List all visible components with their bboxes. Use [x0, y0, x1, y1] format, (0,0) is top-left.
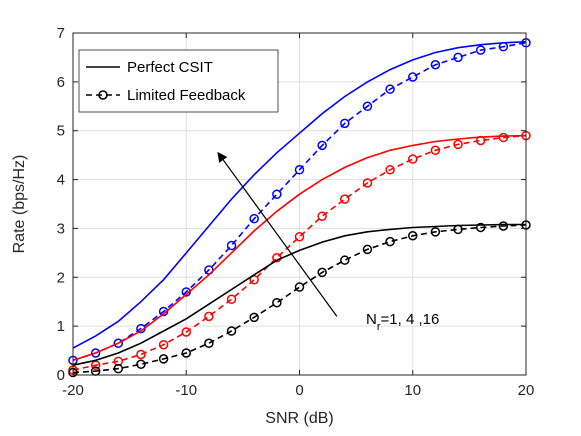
series-3-point [204, 311, 214, 322]
y-tick-label: 3 [57, 220, 65, 237]
series-3-point [475, 135, 486, 146]
series-1-point [249, 213, 259, 224]
series-5-point [340, 255, 350, 265]
series-5-point [226, 326, 237, 336]
series-3-point [90, 360, 101, 370]
series-5-point [249, 312, 259, 323]
legend-limited-feedback-marker [98, 90, 108, 100]
series-3-point [136, 349, 146, 360]
series-3-point [181, 327, 191, 337]
series-line-1 [72, 42, 527, 362]
series-3-point [158, 339, 169, 350]
series-5-point [385, 236, 395, 247]
series-5-point [408, 231, 418, 241]
series-5-point [294, 282, 305, 292]
annotation-arrow [217, 151, 338, 317]
series-1-point [113, 338, 124, 348]
series-line-0 [72, 41, 527, 349]
series-3-point [408, 154, 418, 164]
series-1-point [362, 101, 373, 112]
series-5-point [317, 267, 327, 278]
series-1-point [226, 240, 237, 251]
series-1-point [90, 348, 101, 358]
series-5-point [430, 227, 441, 237]
series-1-point [475, 45, 486, 55]
series-1-point [272, 189, 282, 199]
series-5-point [181, 348, 191, 358]
series-line-2 [72, 134, 527, 362]
y-tick-label: 2 [57, 269, 65, 286]
x-tick-label: -20 [62, 382, 84, 399]
grid [72, 32, 527, 376]
series-1-point [317, 140, 327, 151]
x-tick-label: 10 [404, 382, 421, 399]
series-1-point [294, 165, 305, 175]
annotation-label: Nr=1, 4 ,16 [366, 311, 439, 333]
series-3-point [340, 194, 350, 204]
legend: Perfect CSIT Limited Feedback [78, 49, 279, 113]
y-axis-label: Rate (bps/Hz) [11, 155, 28, 254]
series-3-point [385, 165, 395, 175]
series-line-4 [72, 223, 526, 366]
series-3-point [430, 145, 441, 156]
y-tick-label: 1 [57, 318, 65, 335]
legend-box [78, 49, 279, 113]
x-tick-label: 0 [295, 382, 303, 399]
series-3-point [498, 132, 509, 143]
series-5-point [272, 297, 282, 308]
series-1-point [340, 118, 350, 129]
annotation-label-sub: r [377, 321, 381, 333]
series-3-point [453, 139, 463, 150]
y-tick-label: 5 [57, 123, 65, 140]
series-3-point [362, 178, 373, 188]
x-tick-label: -10 [175, 382, 197, 399]
series-3-point [317, 211, 327, 221]
series-1-point [498, 41, 509, 52]
series-5-point [498, 221, 509, 231]
y-tick-label: 4 [57, 172, 65, 189]
legend-limited-feedback-label: Limited Feedback [127, 87, 246, 104]
series-5-point [158, 354, 169, 364]
series-5-point [475, 222, 486, 233]
y-tick-label: 7 [57, 25, 65, 42]
series-1-point [430, 60, 441, 70]
series-5-point [113, 363, 124, 374]
series-5-point [204, 338, 214, 348]
ticks: -20 -10 0 10 20 0 1 2 3 4 5 6 7 [57, 25, 535, 399]
series-1-point [408, 72, 418, 82]
series-1-point [453, 52, 463, 63]
x-axis-label: SNR (dB) [265, 410, 333, 427]
series-5-point [136, 359, 146, 370]
legend-perfect-csit-label: Perfect CSIT [127, 59, 213, 76]
annotation-label-main: N [366, 311, 377, 328]
series-5-point [362, 244, 373, 255]
y-tick-label: 0 [57, 367, 65, 384]
annotation-label-rest: =1, 4 ,16 [381, 311, 440, 328]
series-3-point [294, 231, 305, 242]
y-tick-label: 6 [57, 74, 65, 91]
x-tick-label: 20 [518, 382, 535, 399]
series-1-point [385, 84, 395, 94]
series-5-point [453, 224, 463, 235]
series-3-point [226, 294, 237, 305]
